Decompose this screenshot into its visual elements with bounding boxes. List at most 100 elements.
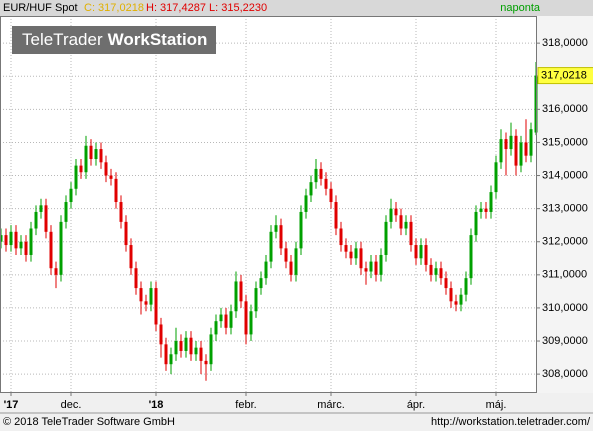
close-value: C: 317,0218 — [84, 2, 144, 14]
candle-body — [344, 245, 348, 252]
candle-body — [354, 248, 358, 259]
candle-body — [319, 168, 323, 179]
grid — [0, 16, 537, 393]
candle-body — [414, 245, 418, 259]
watermark-text: WorkStation — [108, 30, 208, 49]
candle-body — [19, 241, 23, 249]
candle-body — [44, 205, 48, 232]
candle-body — [489, 192, 493, 212]
candle-body — [269, 231, 273, 262]
symbol: EUR/HUF Spot — [3, 2, 78, 14]
candle-body — [399, 215, 403, 229]
candle-body — [39, 205, 43, 212]
x-tick-label: márc. — [317, 399, 345, 411]
candle-body — [49, 231, 53, 269]
x-tick-label: '18 — [149, 399, 164, 411]
candle-body — [9, 231, 13, 246]
candle-body — [434, 268, 438, 275]
copyright: © 2018 TeleTrader Software GmbH — [3, 416, 175, 428]
candle-body — [254, 288, 258, 312]
candle-body — [364, 268, 368, 272]
candle-body — [14, 231, 18, 249]
watermark: TeleTrader WorkStation — [22, 30, 207, 49]
candle-body — [34, 211, 38, 229]
candle-body — [139, 288, 143, 302]
candle-body — [529, 129, 533, 156]
candle-body — [174, 341, 178, 355]
y-tick-label: 309,0000 — [542, 335, 588, 347]
candle-body — [84, 145, 88, 173]
y-tick-label: 315,0000 — [542, 136, 588, 148]
candle-body — [334, 202, 338, 229]
candle-body — [519, 142, 523, 166]
candle-body — [409, 221, 413, 246]
candle-body — [119, 202, 123, 222]
candle-body — [374, 261, 378, 275]
y-tick-label: 311,0000 — [542, 269, 587, 281]
candle-body — [4, 235, 8, 246]
candle-body — [324, 178, 328, 189]
candle-body — [329, 188, 333, 203]
candle-body — [474, 211, 478, 236]
candle-body — [509, 135, 513, 150]
candle-body — [164, 344, 168, 365]
candle-body — [499, 139, 503, 163]
candle-body — [229, 311, 233, 328]
candle-body — [299, 211, 303, 249]
candle-body — [469, 235, 473, 279]
candle-body — [94, 149, 98, 159]
candle-body — [304, 195, 308, 212]
y-tick-label: 314,0000 — [542, 169, 588, 181]
x-tick-label: '17 — [4, 399, 19, 411]
y-tick-label: 308,0000 — [542, 368, 588, 380]
candle-body — [179, 341, 183, 351]
candle-body — [224, 314, 228, 328]
candle-body — [384, 221, 388, 255]
candle-body — [209, 334, 213, 365]
candle-body — [449, 288, 453, 302]
last-price-label: 317,0218 — [541, 69, 587, 81]
candle-body — [349, 251, 353, 259]
candle-body — [439, 268, 443, 279]
candle-body — [169, 354, 173, 365]
candle-body — [109, 175, 113, 179]
y-tick-label: 310,0000 — [542, 302, 588, 314]
candle-body — [189, 337, 193, 355]
x-tick-label: ápr. — [407, 399, 425, 411]
candle-body — [264, 261, 268, 279]
candle-body — [144, 301, 148, 305]
high-low: H: 317,4287 L: 315,2230 — [146, 2, 267, 14]
candle-body — [379, 254, 383, 275]
candle-body — [0, 235, 3, 242]
candle-body — [24, 241, 28, 255]
candle-body — [204, 360, 208, 365]
candle-body — [494, 162, 498, 193]
header-bar — [0, 0, 593, 16]
candle-body — [154, 288, 158, 325]
candle-body — [479, 208, 483, 212]
candle-body — [244, 301, 248, 335]
x-tick-label: máj. — [486, 399, 507, 411]
candle-body — [389, 208, 393, 222]
candle-body — [429, 264, 433, 275]
candle-body — [104, 162, 108, 176]
candle-body — [64, 202, 68, 222]
candle-body — [314, 168, 318, 183]
candle-body — [249, 311, 253, 335]
candle-body — [289, 261, 293, 275]
candle-body — [369, 261, 373, 272]
candle-body — [124, 221, 128, 246]
candle-body — [444, 278, 448, 289]
candle-body — [424, 245, 428, 265]
candle-body — [114, 178, 118, 203]
candle-body — [464, 278, 468, 295]
plot-frame — [0, 16, 537, 393]
candle-body — [59, 221, 63, 275]
candle-body — [309, 182, 313, 196]
candle-body — [134, 268, 138, 289]
candle-body — [184, 337, 188, 351]
candle-body — [514, 135, 518, 166]
y-tick-label: 312,0000 — [542, 236, 588, 248]
